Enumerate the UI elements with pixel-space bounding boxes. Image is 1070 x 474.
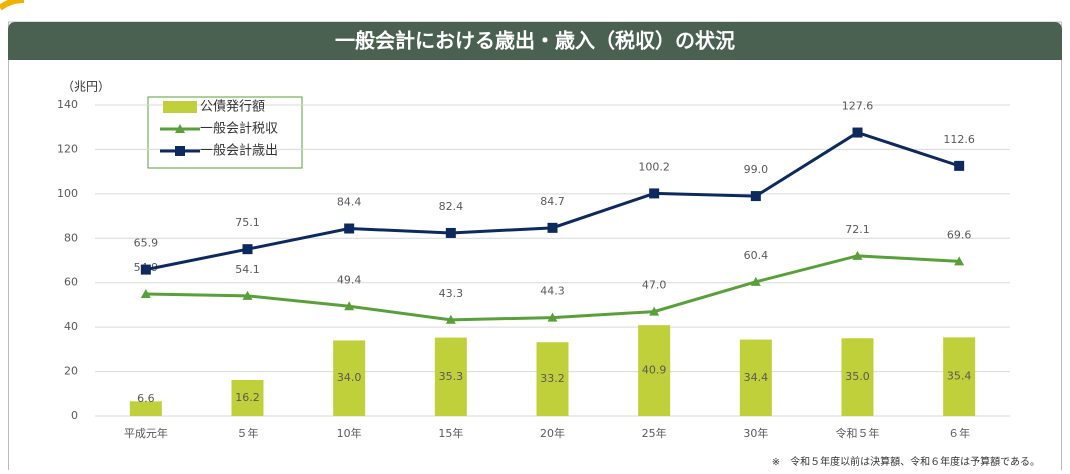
- point: [954, 160, 965, 171]
- point: [852, 250, 863, 260]
- point: [445, 314, 456, 324]
- footnote: ※ 令和５年度以前は決算額、令和６年度は予算額である。: [772, 455, 1040, 468]
- point: [242, 290, 253, 300]
- x-tick-label: 30年: [743, 426, 768, 440]
- x-tick-label: 平成元年: [124, 426, 168, 440]
- line-value-label: 54.1: [235, 263, 260, 276]
- decoration: [0, 0, 25, 11]
- bar: [841, 338, 874, 416]
- bar: [231, 380, 264, 416]
- point: [954, 256, 965, 266]
- bar: [638, 325, 671, 416]
- x-tick-label: ５年: [237, 426, 259, 440]
- legend-label: 一般会計歳出: [200, 143, 278, 159]
- bar: [536, 342, 569, 416]
- y-tick-label: 80: [64, 231, 78, 244]
- y-tick-label: 100: [57, 187, 78, 200]
- point: [140, 289, 151, 299]
- point: [649, 306, 660, 316]
- line-value-label: 60.4: [744, 249, 769, 262]
- line-value-label: 84.7: [540, 195, 565, 208]
- point: [445, 227, 456, 238]
- point: [750, 191, 761, 202]
- legend-marker: [175, 124, 185, 133]
- bar-value-label: 6.6: [137, 392, 155, 405]
- bar-value-label: 40.9: [642, 364, 667, 377]
- bar-value-label: 34.4: [744, 371, 769, 384]
- x-tick-label: 10年: [337, 426, 362, 440]
- line-value-label: 82.4: [439, 200, 464, 213]
- y-tick-label: 40: [64, 320, 78, 333]
- bar: [943, 337, 976, 416]
- bar-value-label: 16.2: [235, 391, 260, 404]
- x-tick-label: 令和５年: [836, 426, 880, 440]
- y-tick-label: 120: [57, 142, 78, 155]
- line-value-label: 49.4: [337, 273, 362, 286]
- line-value-label: 84.4: [337, 196, 362, 209]
- bar: [333, 340, 366, 416]
- point: [547, 222, 558, 233]
- point: [140, 264, 151, 275]
- legend-label: 公債発行額: [200, 100, 265, 115]
- line-value-label: 112.6: [943, 133, 975, 146]
- panel-frame: [8, 21, 1062, 474]
- line-value-label: 127.6: [842, 100, 874, 113]
- x-tick-label: 15年: [438, 426, 463, 440]
- line-value-label: 69.6: [947, 228, 972, 241]
- x-tick-label: 20年: [540, 426, 565, 440]
- bar-value-label: 33.2: [540, 372, 565, 385]
- line-value-label: 100.2: [638, 160, 670, 173]
- line-value-label: 47.0: [642, 279, 667, 292]
- point: [649, 188, 660, 199]
- point: [750, 276, 761, 286]
- bar-value-label: 35.4: [947, 370, 972, 383]
- bar-value-label: 35.0: [845, 370, 870, 383]
- bar: [434, 337, 467, 416]
- y-tick-label: 20: [64, 365, 78, 378]
- bar-value-label: 34.0: [337, 371, 362, 384]
- point: [344, 301, 355, 311]
- point: [344, 223, 355, 234]
- point: [547, 312, 558, 322]
- point: [852, 127, 863, 138]
- line-value-label: 65.9: [134, 237, 159, 250]
- bar: [739, 339, 772, 416]
- y-tick-label: 60: [64, 276, 78, 289]
- bar: [129, 401, 162, 416]
- y-tick-label: 140: [57, 98, 78, 111]
- line-value-label: 43.3: [439, 287, 464, 300]
- bar-value-label: 35.3: [439, 370, 464, 383]
- line-value-label: 75.1: [235, 216, 260, 229]
- x-tick-label: ６年: [948, 426, 970, 440]
- x-tick-label: 25年: [642, 426, 667, 440]
- legend-label: 一般会計税収: [200, 121, 278, 137]
- legend-marker: [175, 146, 185, 156]
- line-value-label: 72.1: [845, 223, 870, 236]
- point: [242, 244, 253, 255]
- y-tick-label: 0: [71, 409, 78, 422]
- line-value-label: 99.0: [744, 163, 769, 176]
- header-bar: [8, 22, 1062, 60]
- line-value-label: 44.3: [540, 285, 565, 298]
- legend-swatch: [163, 101, 197, 113]
- y-axis-label: （兆円）: [62, 80, 110, 94]
- chart-title: 一般会計における歳出・歳入（税収）の状況: [335, 29, 735, 53]
